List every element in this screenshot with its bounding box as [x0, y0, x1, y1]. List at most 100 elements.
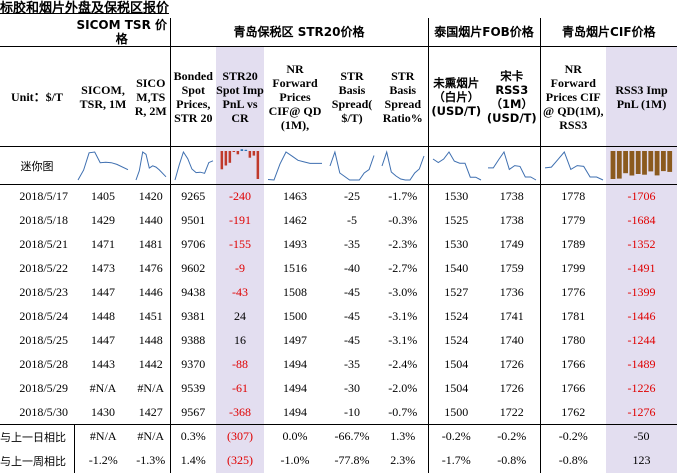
change-cell-c8: -0.2% — [441, 429, 471, 444]
sparkline-bar — [252, 150, 256, 156]
cell-c7: -0.3% — [378, 208, 429, 233]
sparkline-c11-chart — [610, 150, 673, 179]
row-date: 2018/5/30 — [19, 404, 68, 419]
sparkline-c1 — [74, 147, 132, 185]
cell-c9: 1726 — [484, 352, 541, 377]
header-nr-forward: NR Forward Prices CIF@ QD (1M), — [268, 61, 322, 132]
cell-c10: 1778 — [561, 189, 586, 204]
sparkline-bar — [616, 150, 622, 179]
cell-c9: 1738 — [484, 208, 541, 233]
sparkline-bar — [244, 149, 248, 151]
header-bonded-spot: Bonded Spot Prices, STR 20 — [173, 68, 213, 125]
row-date: 2018/5/23 — [19, 285, 68, 299]
cell-c8: 1504 — [444, 381, 469, 395]
sparkline-bar — [236, 150, 240, 154]
cell-c8: 1524 — [444, 333, 469, 347]
cell-c10: 1766 — [561, 381, 586, 395]
cell-c7: -3.0% — [378, 280, 429, 305]
sparkline-c6-chart — [329, 149, 375, 180]
change-cell-c5: 0.0% — [282, 429, 308, 444]
row-date: 2018/5/21 — [19, 237, 68, 251]
header-basis-ratio: STR Basis Spread Ratio% — [378, 46, 429, 147]
sparkline-c9 — [484, 146, 541, 185]
sparkline-series-line — [544, 150, 603, 180]
sparkline-c11 — [606, 146, 677, 185]
cell-c5: 1500 — [283, 309, 308, 323]
cell-c6: -35 — [344, 357, 361, 371]
cell-c7: -0.7% — [378, 400, 429, 425]
change-cell-c2: -1.3% — [132, 448, 171, 473]
change-cell-c8: -1.7% — [441, 453, 471, 467]
sparkline-bar — [629, 150, 635, 175]
header-basis-spread: STR Basis Spread( $/T) — [331, 68, 373, 125]
table-row: 2018/5/17 1405 1420 9265 -240 1463 -25 -1.7% 153… — [0, 184, 677, 209]
change-cell-c1: #N/A — [89, 429, 117, 444]
sparkline-bar — [623, 150, 629, 173]
table-row: 2018/5/21 1471 1481 9706 -155 1493 -35 -2.3% 153… — [0, 232, 677, 257]
cell-c11: -1706 — [606, 184, 677, 209]
cell-c11: -1276 — [606, 400, 677, 425]
cell-c2: 1446 — [132, 280, 171, 305]
change-label: 与上一日相比 — [0, 424, 75, 449]
page-title: 标胶和烟片外盘及保税区报价 — [0, 1, 170, 16]
cell-c11: -1399 — [606, 280, 677, 305]
group-qingdao: 青岛保税区 STR20价格 — [170, 18, 429, 47]
change-cell-c5: -1.0% — [280, 453, 310, 467]
cell-c3: 9265 — [181, 189, 206, 204]
change-cell-c10: -0.8% — [558, 453, 588, 467]
cell-c4: 16 — [216, 328, 265, 353]
header-songkhla-rss3: 宋卡 RSS3（1M）(USD/T) — [484, 46, 541, 147]
change-row: 与上一周相比 -1.2% -1.3% 1.4% (325) -1.0% -77.8% 2.3%… — [0, 448, 677, 473]
cell-c10: 1776 — [561, 285, 586, 299]
cell-c4: -9 — [216, 256, 265, 281]
cell-c10: 1766 — [561, 357, 586, 371]
sparkline-c6 — [326, 147, 378, 185]
cell-c9: 1741 — [484, 304, 541, 329]
cell-c2: 1440 — [132, 208, 171, 233]
sparkline-c5 — [264, 147, 326, 185]
cell-c11: -1491 — [606, 256, 677, 281]
cell-c3: 9438 — [181, 285, 206, 299]
cell-c1: 1447 — [91, 285, 115, 299]
cell-c8: 1504 — [444, 357, 469, 371]
sparkline-series-line — [135, 150, 167, 180]
change-cell-c6: -77.8% — [334, 453, 370, 467]
sparkline-c3 — [170, 147, 216, 185]
cell-c5: 1494 — [283, 404, 308, 419]
cell-c10: 1781 — [561, 309, 586, 323]
cell-c1: 1448 — [91, 309, 115, 323]
cell-c11: -1489 — [606, 352, 677, 377]
cell-c1: #N/A — [89, 381, 117, 395]
row-date: 2018/5/17 — [19, 189, 68, 204]
cell-c6: -35 — [344, 237, 361, 251]
table-row: 2018/5/22 1473 1476 9602 -9 1516 -40 -2.7% 1540 1… — [0, 256, 677, 281]
change-cell-c2: #N/A — [132, 424, 171, 449]
sparkline-bar — [654, 150, 660, 175]
cell-c11: -1244 — [606, 328, 677, 353]
cell-c10: 1789 — [561, 237, 586, 251]
sparkline-c2-chart — [135, 150, 167, 180]
cell-c3: 9567 — [181, 404, 206, 419]
change-cell-c7: 1.3% — [378, 424, 429, 449]
change-row: 与上一日相比 #N/A #N/A 0.3% (307) 0.0% -66.7% 1.3% -0.… — [0, 424, 677, 449]
cell-c5: 1516 — [283, 261, 308, 275]
cell-c6: -5 — [347, 213, 358, 227]
cell-c1: 1405 — [91, 189, 115, 204]
row-date: 2018/5/25 — [19, 333, 68, 347]
sparkline-c2 — [132, 146, 171, 185]
sparkline-bar — [635, 150, 641, 174]
table-row: 2018/5/24 1448 1451 9381 24 1500 -45 -3.1% 1524 1… — [0, 304, 677, 329]
cell-c3: 9602 — [181, 261, 206, 275]
cell-c9: 1722 — [484, 400, 541, 425]
sparkline-c10 — [540, 147, 606, 185]
sparkline-c3-chart — [174, 150, 213, 180]
change-cell-c7: 2.3% — [378, 448, 429, 473]
change-cell-c1: -1.2% — [88, 453, 118, 467]
cell-c1: 1473 — [91, 261, 115, 275]
sparkline-row: 迷你图 — [0, 146, 677, 185]
header-nr-forward-rss3: NR Forward Prices CIF @ QD(1M), RSS3 — [543, 61, 604, 132]
cell-c10: 1762 — [561, 404, 586, 419]
cell-c8: 1530 — [444, 237, 469, 251]
cell-c8: 1500 — [444, 404, 469, 419]
sparkline-series-line — [267, 150, 323, 181]
